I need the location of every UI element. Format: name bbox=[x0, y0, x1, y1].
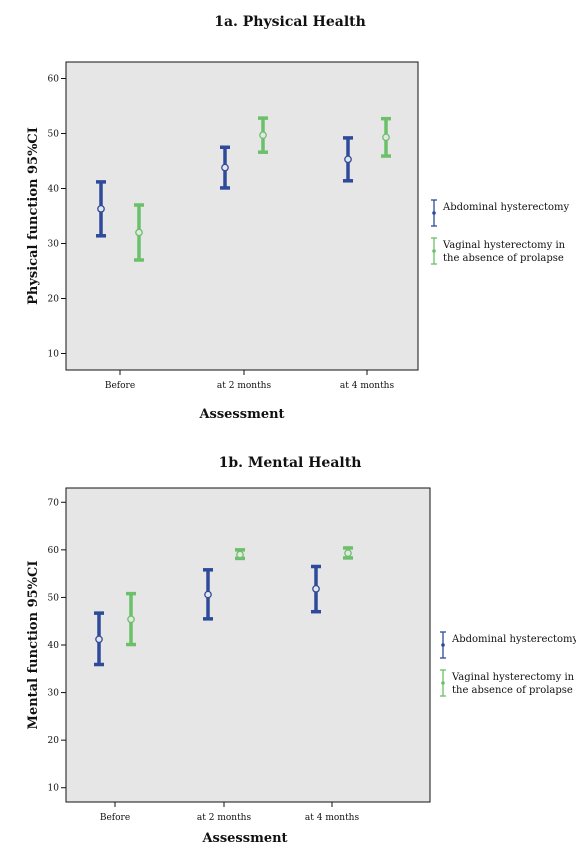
x-axis: Before at 2 months at 4 months bbox=[105, 370, 395, 391]
y-tick-label: 40 bbox=[48, 641, 60, 651]
error-bar-vaginal bbox=[235, 548, 245, 561]
mean-point bbox=[312, 585, 320, 593]
chart-physical-health: 1a. Physical Health 10 20 30 40 50 60 Before a… bbox=[26, 14, 569, 422]
chart-title: 1b. Mental Health bbox=[219, 455, 362, 471]
mean-point bbox=[259, 131, 267, 139]
error-bar-vaginal bbox=[381, 116, 391, 158]
x-tick-label: Before bbox=[105, 381, 135, 391]
legend: Abdominal hysterectomy Vaginal hysterecto… bbox=[440, 631, 576, 697]
y-tick-label: 10 bbox=[48, 784, 60, 794]
y-tick-label: 10 bbox=[48, 350, 60, 360]
legend-item: Vaginal hysterectomy in the absence of pr… bbox=[431, 237, 566, 265]
legend-label: Abdominal hysterectomy bbox=[451, 634, 576, 645]
y-axis: 10 20 30 40 50 60 70 bbox=[48, 498, 66, 794]
y-tick-label: 60 bbox=[48, 75, 60, 85]
y-axis: 10 20 30 40 50 60 bbox=[48, 75, 66, 360]
error-bar-vaginal bbox=[343, 546, 353, 560]
error-bar-abdominal bbox=[94, 611, 104, 667]
error-bars bbox=[96, 116, 391, 262]
error-bar-abdominal bbox=[220, 145, 230, 190]
legend-label: Vaginal hysterectomy in the absence of pr… bbox=[442, 240, 566, 264]
y-tick-label: 60 bbox=[48, 546, 60, 556]
y-tick-label: 20 bbox=[48, 295, 60, 305]
legend-swatch-dot bbox=[432, 211, 436, 215]
mean-point bbox=[95, 635, 103, 644]
x-axis-title: Assessment bbox=[201, 831, 287, 846]
mean-point bbox=[135, 228, 143, 237]
plot-area bbox=[65, 61, 419, 371]
y-tick-label: 40 bbox=[48, 185, 60, 195]
mean-point bbox=[204, 590, 212, 599]
x-tick-label: Before bbox=[100, 813, 130, 823]
mean-point bbox=[344, 155, 352, 164]
chart-title: 1a. Physical Health bbox=[214, 14, 366, 30]
x-tick-label: at 2 months bbox=[197, 813, 252, 823]
x-tick-label: at 4 months bbox=[305, 813, 360, 823]
error-bar-vaginal bbox=[258, 116, 268, 154]
mean-point bbox=[236, 550, 244, 559]
legend-item: Abdominal hysterectomy bbox=[431, 199, 569, 227]
legend-label: Vaginal hysterectomy in the absence of pr… bbox=[451, 672, 575, 696]
mean-point bbox=[127, 615, 135, 624]
y-tick-label: 30 bbox=[48, 240, 60, 250]
x-axis-title: Assessment bbox=[198, 407, 284, 422]
mean-point bbox=[97, 205, 105, 213]
legend-item: Abdominal hysterectomy bbox=[440, 631, 576, 659]
y-tick-label: 30 bbox=[48, 689, 60, 699]
x-tick-label: at 4 months bbox=[340, 381, 395, 391]
y-tick-label: 20 bbox=[48, 736, 60, 746]
chart-mental-health: 1b. Mental Health 10 20 30 40 50 60 70 Before a… bbox=[26, 455, 576, 846]
error-bar-vaginal bbox=[126, 591, 136, 647]
error-bar-abdominal bbox=[343, 136, 353, 183]
mean-point bbox=[221, 163, 229, 172]
mean-point bbox=[382, 133, 390, 142]
error-bar-vaginal bbox=[134, 203, 144, 262]
legend: Abdominal hysterectomy Vaginal hysterecto… bbox=[431, 199, 569, 265]
y-tick-label: 50 bbox=[48, 130, 60, 140]
y-tick-label: 70 bbox=[48, 498, 60, 508]
error-bars bbox=[94, 546, 353, 667]
y-tick-label: 50 bbox=[48, 593, 60, 603]
error-bar-abdominal bbox=[311, 564, 321, 614]
legend-swatch-dot bbox=[441, 643, 445, 647]
legend-label: Abdominal hysterectomy bbox=[442, 202, 569, 213]
legend-item: Vaginal hysterectomy in the absence of pr… bbox=[440, 669, 575, 697]
x-axis: Before at 2 months at 4 months bbox=[100, 802, 360, 823]
mean-point bbox=[344, 549, 352, 558]
y-axis-title: Mental function 95%CI bbox=[26, 561, 41, 730]
error-bar-abdominal bbox=[203, 568, 213, 621]
legend-swatch-dot bbox=[441, 681, 445, 685]
x-tick-label: at 2 months bbox=[217, 381, 272, 391]
legend-swatch-dot bbox=[432, 249, 436, 253]
plot-area bbox=[65, 487, 431, 803]
y-axis-title: Physical function 95%CI bbox=[26, 127, 41, 305]
error-bar-abdominal bbox=[96, 180, 106, 238]
